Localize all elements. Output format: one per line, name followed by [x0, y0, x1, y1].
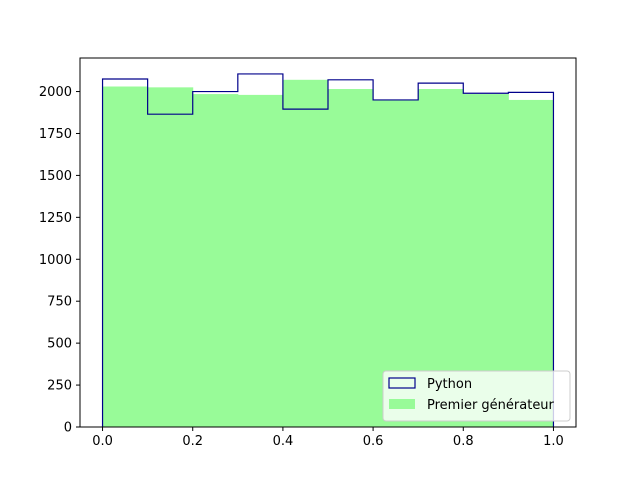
bar-premier-generateur-5: [328, 89, 374, 428]
legend-label-premier-generateur: Premier générateur: [427, 398, 555, 413]
y-tick-label: 500: [47, 337, 72, 352]
y-tick-label: 1500: [39, 169, 72, 184]
bar-premier-generateur-2: [192, 94, 239, 427]
x-tick-label: 1.0: [543, 434, 564, 449]
legend-swatch-premier-generateur: [389, 399, 415, 409]
y-tick-label: 2000: [39, 85, 72, 100]
x-tick-label: 0.2: [182, 434, 203, 449]
legend-box: [382, 370, 571, 422]
bar-premier-generateur-0: [102, 86, 149, 427]
x-tick-label: 0.4: [273, 434, 294, 449]
y-tick-label: 1000: [39, 253, 72, 268]
bar-premier-generateur-4: [282, 79, 329, 428]
y-tick-label: 250: [47, 379, 72, 394]
step-line-python: [101, 73, 555, 427]
legend: Python Premier générateur: [382, 370, 571, 422]
x-tick-label: 0.6: [363, 434, 384, 449]
y-tick-label: 1750: [39, 127, 72, 142]
x-axis-ticks: 0.0 0.2 0.4 0.6 0.8 1.0: [92, 427, 564, 449]
plot-frame: [79, 57, 577, 428]
x-tick-label: 0.8: [453, 434, 474, 449]
y-tick-label: 750: [47, 295, 72, 310]
y-tick-label: 1250: [39, 211, 72, 226]
y-tick-label: 0: [64, 421, 72, 436]
bar-premier-generateur-3: [237, 94, 284, 428]
y-axis-ticks: 0 250 500 750 1000 1250 1500 1750 2000: [39, 85, 80, 436]
legend-swatch-python: [388, 377, 416, 389]
x-tick-label: 0.0: [92, 434, 113, 449]
python-step-series: [101, 73, 555, 427]
bar-premier-generateur-1: [147, 87, 194, 428]
legend-label-python: Python: [427, 377, 472, 392]
